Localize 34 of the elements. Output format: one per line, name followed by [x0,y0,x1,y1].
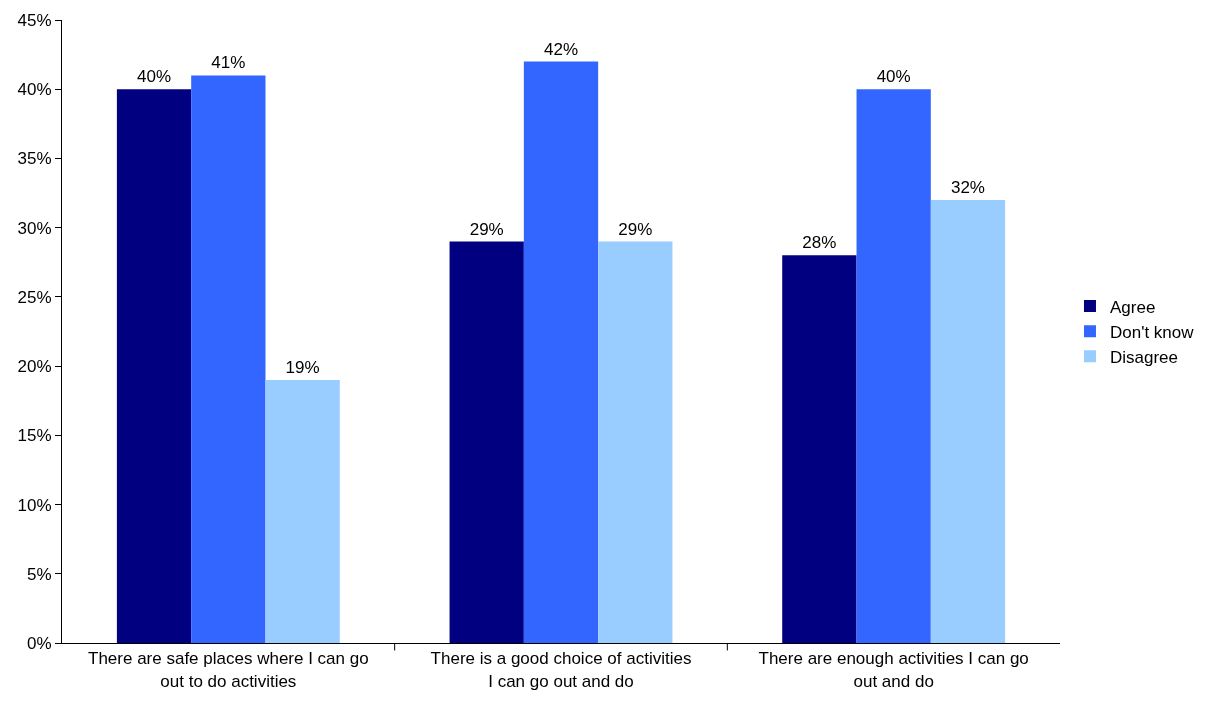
data-label: 29% [618,219,653,239]
data-label: 29% [469,219,504,239]
bar [116,89,192,643]
data-label: 40% [876,67,911,87]
y-tick-label: 0% [27,633,52,653]
y-tick-label: 10% [17,495,52,515]
y-tick-label: 15% [17,426,52,446]
bar [523,61,599,643]
data-label: 40% [137,67,172,87]
bar [265,379,340,643]
legend-label: Agree [1109,297,1156,317]
y-tick-label: 40% [17,80,52,100]
y-tick-label: 20% [17,357,52,377]
legend-label: Don't know [1109,322,1195,342]
x-tick-label: There are enough activities I can go out and do [758,649,1029,691]
y-tick-label: 30% [17,218,52,238]
y-tick-label: 35% [17,149,52,169]
bar [598,241,673,643]
legend-label: Disagree [1109,347,1179,367]
y-tick-label: 5% [27,564,52,584]
data-label: 32% [950,177,985,197]
y-tick-label: 45% [17,10,52,30]
bar [191,75,266,643]
data-label: 42% [543,39,579,59]
y-tick-label: 25% [17,287,52,307]
bar [856,89,931,643]
x-tick-label: There is a good choice of activities I can go out and do [430,649,692,691]
data-label: 41% [211,53,246,73]
data-label: 19% [285,357,320,377]
bar [930,199,1006,643]
bar [782,255,857,643]
data-label: 28% [802,233,837,253]
bar [449,241,524,643]
x-tick-label: There are safe places where I can go out to do activities [87,649,369,691]
